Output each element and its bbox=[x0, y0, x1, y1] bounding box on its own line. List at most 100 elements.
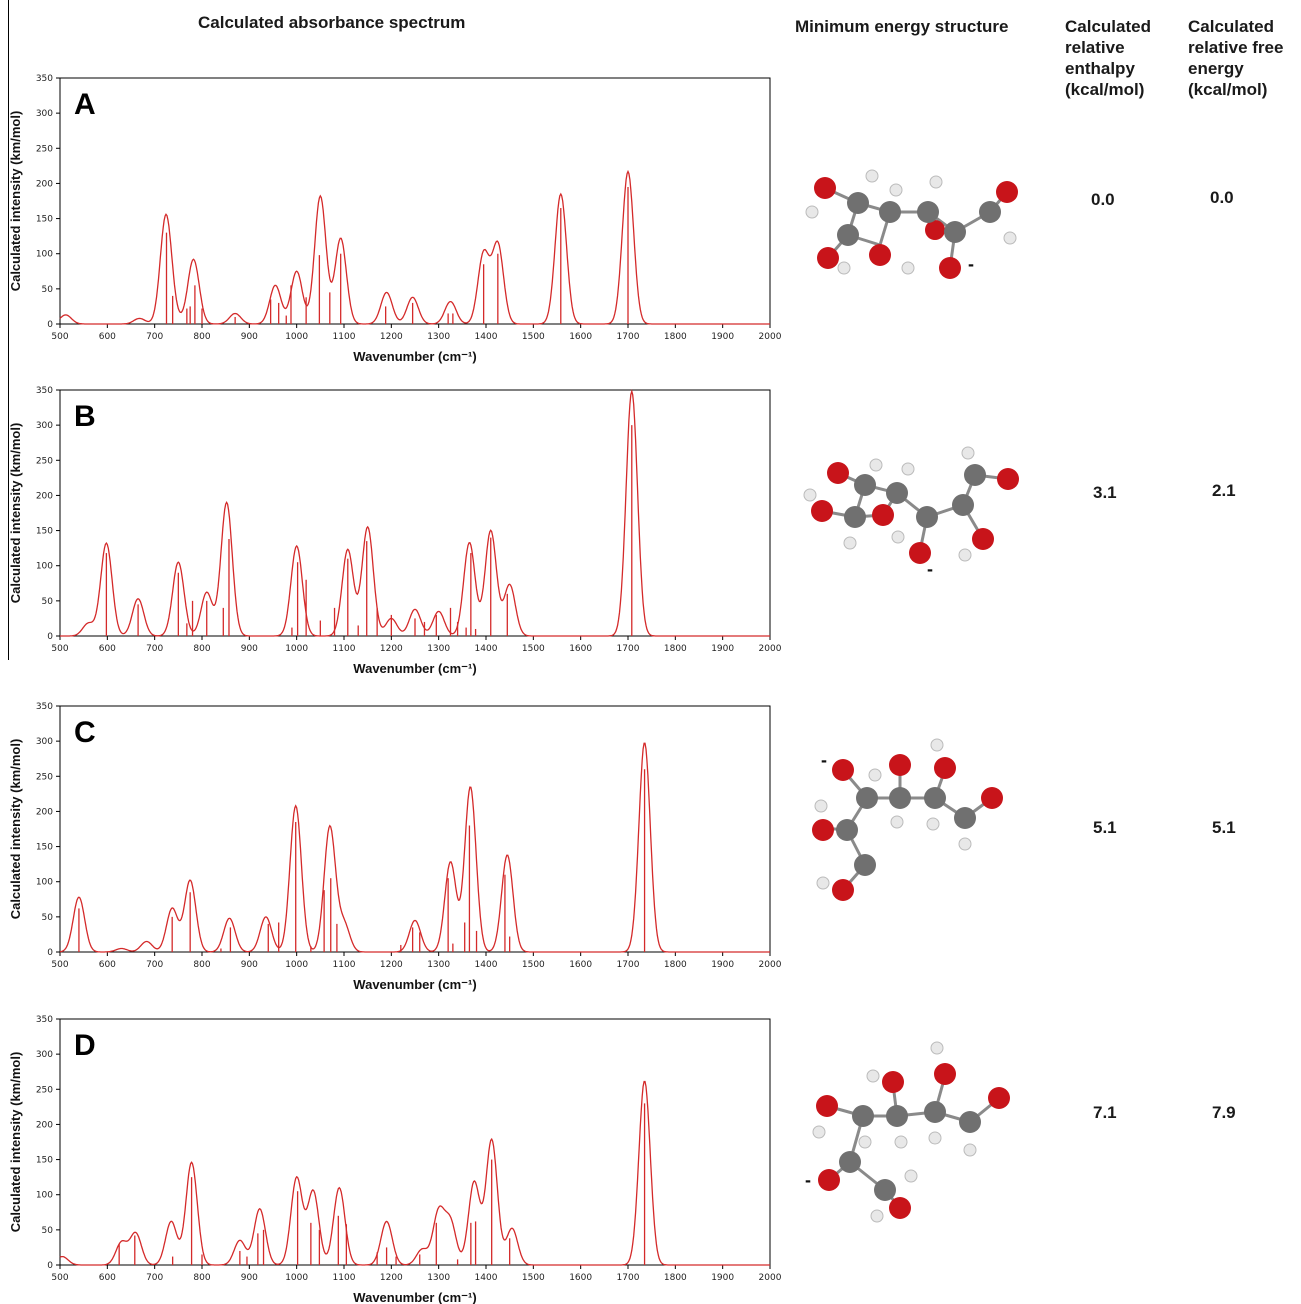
y-tick-label: 200 bbox=[36, 179, 53, 189]
y-tick-label: 50 bbox=[42, 1226, 54, 1236]
oxygen-atom bbox=[811, 500, 833, 522]
plot-frame bbox=[59, 705, 771, 953]
hydrogen-atom bbox=[961, 446, 975, 460]
x-tick-label: 1100 bbox=[333, 1273, 356, 1283]
y-tick-label: 350 bbox=[36, 74, 53, 84]
free-energy-value-a: 0.0 bbox=[1210, 188, 1234, 207]
x-tick-label: 1800 bbox=[664, 644, 687, 654]
x-tick-label: 1600 bbox=[569, 960, 592, 970]
x-tick-label: 1700 bbox=[617, 644, 640, 654]
oxygen-atom bbox=[814, 177, 836, 199]
carbon-atom bbox=[924, 1101, 946, 1123]
oxygen-atom bbox=[889, 754, 911, 776]
x-tick-label: 500 bbox=[51, 960, 68, 970]
x-tick-label: 1800 bbox=[664, 332, 687, 342]
y-tick-label: 0 bbox=[47, 320, 53, 330]
x-axis-label: Wavenumber (cm⁻¹) bbox=[353, 349, 476, 364]
panel-label: B bbox=[74, 400, 96, 433]
x-tick-label: 800 bbox=[193, 1273, 210, 1283]
hydrogen-atom bbox=[805, 205, 819, 219]
plot-frame bbox=[59, 77, 771, 325]
y-axis: 0 50 100 150 200 250 300 350 bbox=[36, 702, 60, 958]
x-tick-label: 1300 bbox=[427, 332, 450, 342]
hydrogen-atom bbox=[1003, 231, 1017, 245]
y-tick-label: 300 bbox=[36, 1050, 53, 1060]
carbon-atom bbox=[837, 224, 859, 246]
x-tick-label: 1400 bbox=[475, 1273, 498, 1283]
carbon-atom bbox=[916, 506, 938, 528]
hydrogen-atom bbox=[858, 1135, 872, 1149]
atoms bbox=[805, 169, 1018, 279]
oxygen-atom bbox=[827, 462, 849, 484]
oxygen-atom bbox=[869, 244, 891, 266]
oxygen-atom bbox=[996, 181, 1018, 203]
oxygen-atom bbox=[818, 1169, 840, 1191]
panel-label: C bbox=[74, 716, 96, 749]
hydrogen-atom bbox=[803, 488, 817, 502]
carbon-atom bbox=[844, 506, 866, 528]
charge-label: - bbox=[821, 750, 827, 770]
y-tick-label: 250 bbox=[36, 1085, 53, 1095]
carbon-atom bbox=[959, 1111, 981, 1133]
y-axis-label: Calculated intensity (km/mol) bbox=[8, 739, 23, 920]
hydrogen-atom bbox=[890, 815, 904, 829]
x-tick-label: 500 bbox=[51, 332, 68, 342]
spectrum-line bbox=[59, 1080, 770, 1266]
header-structure: Minimum energy structure bbox=[795, 17, 1009, 36]
carbon-atom bbox=[854, 474, 876, 496]
y-tick-label: 250 bbox=[36, 144, 53, 154]
atoms bbox=[803, 446, 1019, 564]
y-tick-label: 100 bbox=[36, 878, 53, 888]
spectrum-line bbox=[59, 742, 770, 953]
oxygen-atom bbox=[812, 819, 834, 841]
x-tick-label: 1900 bbox=[711, 1273, 734, 1283]
x-tick-label: 1600 bbox=[569, 644, 592, 654]
x-tick-label: 2000 bbox=[759, 332, 782, 342]
hydrogen-atom bbox=[958, 548, 972, 562]
y-tick-label: 350 bbox=[36, 702, 53, 712]
x-tick-label: 1900 bbox=[711, 960, 734, 970]
header-enthalpy-line: (kcal/mol) bbox=[1065, 80, 1145, 99]
header-enthalpy-line: relative bbox=[1065, 38, 1125, 57]
y-tick-label: 150 bbox=[36, 1156, 53, 1166]
y-tick-label: 200 bbox=[36, 1120, 53, 1130]
x-tick-label: 800 bbox=[193, 644, 210, 654]
atoms bbox=[812, 1041, 1010, 1223]
hydrogen-atom bbox=[904, 1169, 918, 1183]
oxygen-atom bbox=[939, 257, 961, 279]
oxygen-atom bbox=[882, 1071, 904, 1093]
free-energy-value-d: 7.9 bbox=[1212, 1103, 1236, 1122]
x-axis: 500 600 700 800 900 1000 1100 1200 1300 1400 1500 1… bbox=[51, 952, 782, 970]
x-tick-label: 600 bbox=[99, 332, 116, 342]
y-axis-label: Calculated intensity (km/mol) bbox=[8, 1052, 23, 1233]
x-tick-label: 1200 bbox=[380, 1273, 403, 1283]
x-tick-label: 1500 bbox=[522, 644, 545, 654]
charge-label: - bbox=[927, 559, 933, 579]
spectrum-chart-b: 500 600 700 800 900 1000 1100 1200 1300 1400 1500 1… bbox=[8, 386, 782, 676]
x-tick-label: 1700 bbox=[617, 960, 640, 970]
y-tick-label: 0 bbox=[47, 1261, 53, 1271]
x-tick-label: 1200 bbox=[380, 644, 403, 654]
oxygen-atom bbox=[997, 468, 1019, 490]
stick-series bbox=[118, 1103, 646, 1265]
header-free-energy-line: energy bbox=[1188, 59, 1244, 78]
y-axis: 0 50 100 150 200 250 300 350 bbox=[36, 1015, 60, 1271]
carbon-atom bbox=[917, 201, 939, 223]
free-energy-value-c: 5.1 bbox=[1212, 818, 1236, 837]
oxygen-atom bbox=[816, 1095, 838, 1117]
charge-label: - bbox=[805, 1170, 811, 1190]
hydrogen-atom bbox=[926, 817, 940, 831]
x-axis: 500 600 700 800 900 1000 1100 1200 1300 1400 1500 1… bbox=[51, 1265, 782, 1283]
hydrogen-atom bbox=[865, 169, 879, 183]
y-tick-label: 50 bbox=[42, 597, 54, 607]
y-tick-label: 350 bbox=[36, 1015, 53, 1025]
x-tick-label: 1300 bbox=[427, 960, 450, 970]
x-tick-label: 700 bbox=[146, 960, 163, 970]
y-tick-label: 300 bbox=[36, 109, 53, 119]
carbon-atom bbox=[847, 192, 869, 214]
header-free-energy: Calculated relative free energy (kcal/mo… bbox=[1188, 16, 1301, 100]
x-tick-label: 1300 bbox=[427, 644, 450, 654]
plot-frame bbox=[59, 1018, 771, 1266]
y-tick-label: 300 bbox=[36, 737, 53, 747]
enthalpy-value-b: 3.1 bbox=[1093, 483, 1117, 502]
